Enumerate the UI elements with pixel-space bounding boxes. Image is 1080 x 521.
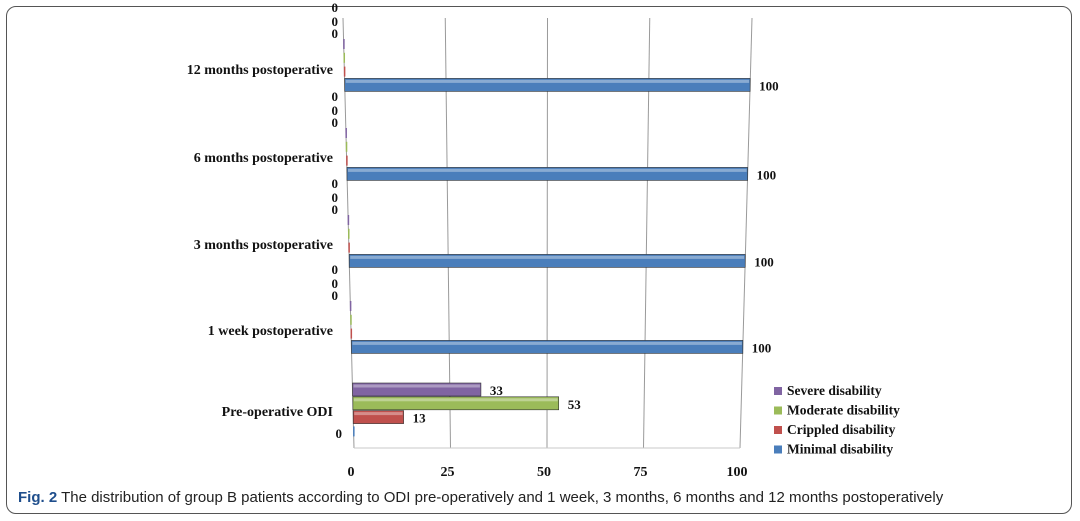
value-label-3-months-postoperative-minimal-disability: 100 [754, 254, 774, 269]
x-tick-label-75: 75 [634, 465, 648, 480]
value-label-1-week-postoperative-minimal-disability: 100 [752, 340, 772, 355]
category-label-1-week-postoperative: 1 week postoperative [208, 324, 333, 339]
x-tick-label-0: 0 [348, 465, 355, 480]
chart-labels: 0 25 50 75 100 Pre-operative ODI 33 53 13 0 1 week… [187, 0, 779, 480]
value-label-6-months-postoperative-severe-disability: 0 [332, 89, 339, 104]
legend-swatch-severe-disability [774, 387, 782, 395]
x-tick-label-50: 50 [537, 465, 551, 480]
value-label-3-months-postoperative-moderate-disability: 0 [332, 190, 339, 205]
category-label-6-months-postoperative: 6 months postoperative [194, 151, 333, 166]
value-label-pre-operative-odi-minimal-disability: 0 [336, 426, 343, 441]
legend-label-minimal-disability: Minimal disability [787, 442, 893, 457]
value-label-12-months-postoperative-minimal-disability: 100 [759, 78, 779, 93]
value-label-1-week-postoperative-severe-disability: 0 [332, 262, 339, 277]
value-label-12-months-postoperative-severe-disability: 0 [332, 0, 339, 15]
x-tick-label-25: 25 [441, 465, 455, 480]
bar-3-months-postoperative-severe-disability [347, 215, 350, 225]
value-label-6-months-postoperative-moderate-disability: 0 [332, 103, 339, 118]
value-label-6-months-postoperative-minimal-disability: 100 [757, 167, 777, 182]
category-label-12-months-postoperative: 12 months postoperative [187, 63, 333, 78]
bar-highlight-3-months-postoperative-minimal-disability [350, 255, 745, 259]
bar-1-week-postoperative-minimal-disability [351, 340, 744, 354]
figure-caption-text: The distribution of group B patients acc… [61, 489, 944, 506]
value-label-12-months-postoperative-crippled-disability: 0 [332, 26, 339, 41]
bar-pre-operative-odi-minimal-disability [353, 426, 355, 437]
bar-pre-operative-odi-moderate-disability [352, 396, 560, 411]
category-label-3-months-postoperative: 3 months postoperative [194, 238, 333, 253]
bar-12-months-postoperative-moderate-disability [343, 52, 346, 63]
bar-1-week-postoperative-moderate-disability [350, 314, 352, 325]
bar-6-months-postoperative-crippled-disability [346, 155, 348, 166]
bar-1-week-postoperative-severe-disability [349, 301, 352, 311]
value-label-1-week-postoperative-moderate-disability: 0 [332, 276, 339, 291]
value-label-pre-operative-odi-crippled-disability: 13 [413, 411, 427, 426]
value-label-pre-operative-odi-moderate-disability: 53 [568, 397, 582, 412]
bar-3-months-postoperative-minimal-disability [348, 254, 746, 268]
bar-3-months-postoperative-moderate-disability [348, 228, 350, 239]
bar-highlight-12-months-postoperative-minimal-disability [345, 79, 750, 83]
legend-swatch-minimal-disability [774, 445, 782, 454]
figure-caption-label: Fig. 2 [18, 489, 58, 506]
bar-highlight-pre-operative-odi-severe-disability [353, 384, 480, 388]
legend-label-severe-disability: Severe disability [787, 383, 882, 398]
bar-6-months-postoperative-minimal-disability [346, 167, 748, 181]
value-label-1-week-postoperative-crippled-disability: 0 [332, 288, 339, 303]
bar-12-months-postoperative-severe-disability [343, 39, 345, 49]
legend-label-moderate-disability: Moderate disability [787, 403, 900, 418]
bar-6-months-postoperative-severe-disability [345, 128, 347, 138]
legend-label-crippled-disability: Crippled disability [787, 422, 896, 437]
value-label-3-months-postoperative-severe-disability: 0 [332, 176, 339, 191]
bar-highlight-pre-operative-odi-moderate-disability [353, 398, 558, 402]
figure-caption: Fig. 2 The distribution of group B patie… [18, 489, 1063, 506]
bar-12-months-postoperative-minimal-disability [344, 78, 751, 92]
value-label-3-months-postoperative-crippled-disability: 0 [332, 202, 339, 217]
bar-6-months-postoperative-moderate-disability [345, 141, 348, 152]
value-label-12-months-postoperative-moderate-disability: 0 [332, 14, 339, 29]
legend-swatch-moderate-disability [774, 406, 782, 415]
bar-pre-operative-odi-crippled-disability [352, 410, 404, 424]
chart-legend: Severe disability Moderate disability Crip… [774, 383, 900, 457]
bar-highlight-6-months-postoperative-minimal-disability [348, 168, 747, 172]
bar-highlight-pre-operative-odi-crippled-disability [354, 412, 403, 416]
bar-12-months-postoperative-crippled-disability [343, 66, 346, 77]
category-label-pre-operative-odi: Pre-operative ODI [222, 405, 333, 420]
bar-highlight-1-week-postoperative-minimal-disability [352, 341, 742, 345]
bar-1-week-postoperative-crippled-disability [350, 328, 353, 339]
legend-swatch-crippled-disability [774, 426, 782, 434]
value-label-6-months-postoperative-crippled-disability: 0 [332, 115, 339, 130]
bar-pre-operative-odi-severe-disability [352, 382, 482, 397]
x-tick-label-100: 100 [727, 465, 748, 480]
bar-3-months-postoperative-crippled-disability [348, 242, 350, 253]
chart-bars [343, 39, 751, 437]
value-label-pre-operative-odi-severe-disability: 33 [490, 383, 504, 398]
